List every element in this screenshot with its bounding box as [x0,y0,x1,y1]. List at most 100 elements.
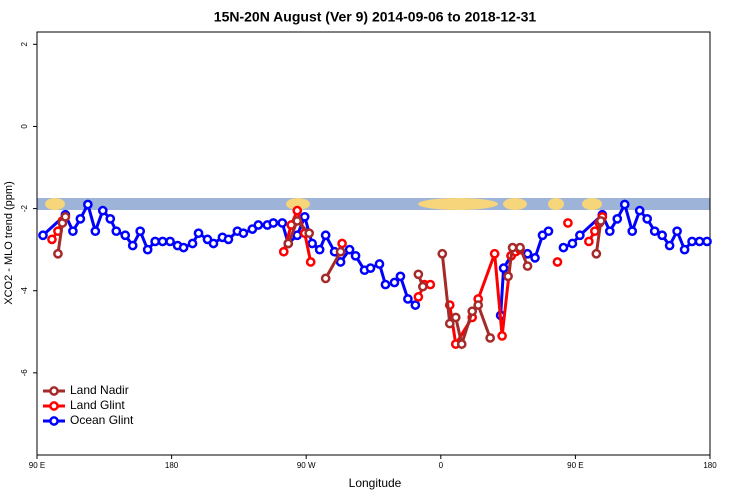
x-axis-title: Longitude [349,476,402,490]
data-point [410,300,421,310]
data-point [292,205,303,216]
land-shape [45,198,65,210]
data-point [634,205,645,216]
data-point [425,279,436,290]
map-strip [37,198,710,210]
data-point [522,261,533,271]
legend-swatch-point [49,401,59,411]
data-point [657,230,667,241]
data-point [642,214,653,224]
y-tick-label: -2 [20,204,29,212]
data-point [473,300,484,310]
data-point [413,269,424,280]
data-point [292,230,303,241]
data-point [649,226,660,237]
data-point [165,236,175,247]
data-point [563,218,573,228]
y-axis-title: XCO2 - MLO trend (ppm) [3,181,15,304]
data-point [142,244,153,255]
y-tick-label: 0 [20,124,29,129]
data-point [702,236,712,247]
data-point [612,214,623,224]
data-point [694,236,705,247]
data-point [292,216,303,226]
legend-swatch-point [49,416,59,426]
data-point [304,228,315,239]
data-point [672,226,682,237]
data-point [679,244,690,255]
data-point [314,244,325,255]
data-point [38,230,48,241]
data-point [105,214,116,224]
data-point [456,339,467,349]
land-shape [418,198,498,210]
x-tick-label: 90 W [297,461,316,470]
data-point [120,230,131,241]
x-tick-label: 180 [703,461,717,470]
land-shape [286,198,310,210]
data-point [337,238,347,249]
data-point [515,242,525,253]
data-point [485,333,496,343]
ocean-strip [37,198,710,210]
data-point [268,218,279,228]
data-point [489,248,500,259]
data-point [350,250,361,261]
data-point [380,279,391,290]
data-point [444,318,455,329]
data-point [403,294,413,304]
y-tick-label: -6 [20,369,29,377]
data-point [253,220,264,230]
data-point [418,281,428,292]
data-point [335,246,346,257]
x-tick-label: 90 E [29,461,45,470]
data-point [157,236,168,247]
data-point [374,259,385,269]
land-shape [548,198,564,210]
data-point [278,246,289,257]
legend-label: Ocean Glint [70,413,134,427]
data-point [127,240,138,251]
data-point [389,277,400,288]
data-point [277,218,288,228]
data-point [365,263,376,273]
data-point [467,306,478,317]
legend-swatch-point [49,386,59,396]
data-point [503,271,513,282]
data-point [90,226,101,237]
data-point [238,228,249,239]
data-point [604,226,615,237]
data-point [208,238,219,249]
data-point [335,257,346,267]
data-point [320,230,331,241]
y-tick-label: 2 [20,42,29,47]
data-point [627,226,638,237]
x-tick-label: 0 [439,461,444,470]
data-point [450,312,461,323]
data-point [552,257,563,267]
data-point [97,205,108,216]
data-point [150,236,160,247]
land-shape [582,198,602,210]
data-point [47,234,57,245]
data-point [395,271,406,282]
data-point [543,226,554,237]
data-point [320,273,331,284]
data-point [687,236,697,247]
data-point [60,211,71,222]
data-point [75,214,86,224]
data-point [187,238,198,249]
chart-title: 15N-20N August (Ver 9) 2014-09-06 to 201… [214,9,537,25]
data-point [111,226,122,237]
data-point [193,228,204,239]
x-tick-label: 180 [165,461,179,470]
series [53,211,606,350]
data-point [53,248,63,259]
data-point [178,242,189,253]
data-point [664,240,675,251]
data-point [567,238,578,249]
x-tick-label: 90 E [567,461,583,470]
legend-label: Land Glint [70,398,125,412]
